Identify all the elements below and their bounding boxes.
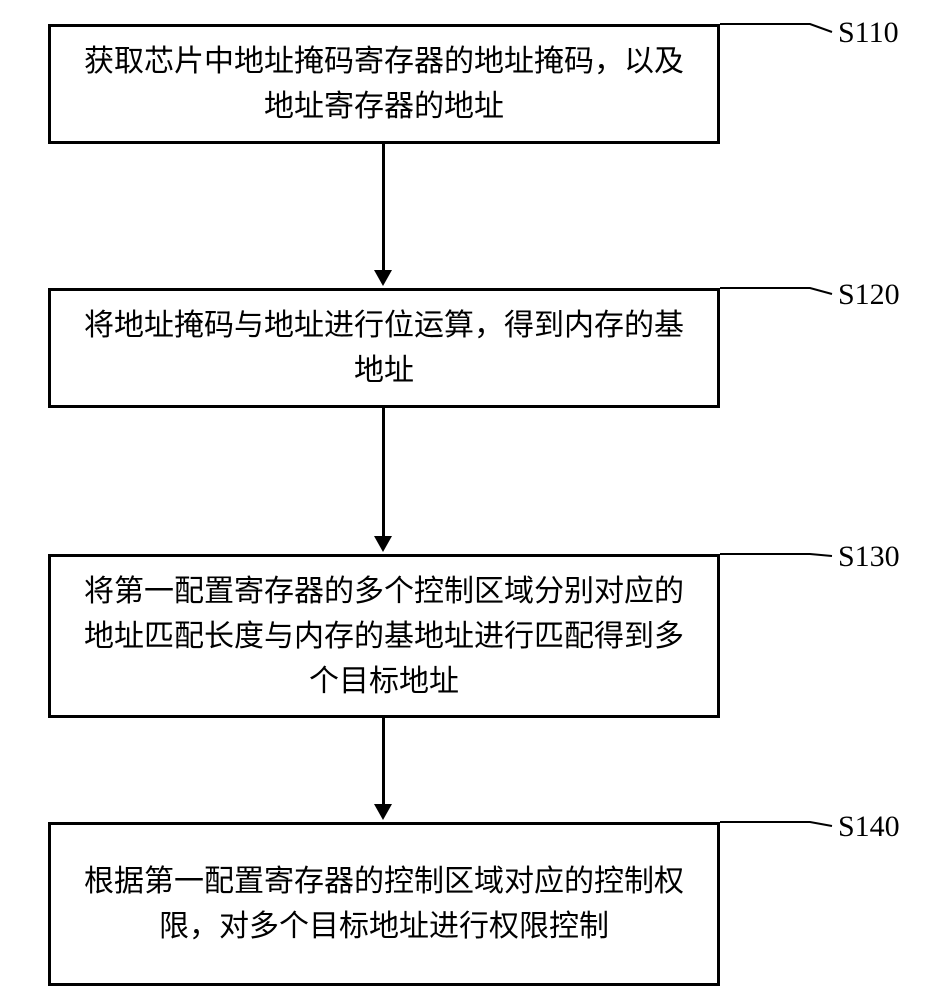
arrow-head-3 (374, 804, 392, 820)
arrow-head-1 (374, 270, 392, 286)
flowchart-container: 获取芯片中地址掩码寄存器的地址掩码，以及地址寄存器的地址 将地址掩码与地址进行位… (0, 0, 934, 1000)
flowchart-box-s140: 根据第一配置寄存器的控制区域对应的控制权限，对多个目标地址进行权限控制 (48, 822, 720, 986)
label-s120: S120 (838, 278, 900, 312)
connector-3 (382, 718, 385, 806)
label-s130: S130 (838, 540, 900, 574)
connector-1 (382, 144, 385, 272)
flowchart-box-s120: 将地址掩码与地址进行位运算，得到内存的基地址 (48, 288, 720, 408)
flowchart-box-s130: 将第一配置寄存器的多个控制区域分别对应的地址匹配长度与内存的基地址进行匹配得到多… (48, 554, 720, 718)
box-text: 根据第一配置寄存器的控制区域对应的控制权限，对多个目标地址进行权限控制 (71, 859, 697, 949)
label-s140: S140 (838, 810, 900, 844)
box-text: 将地址掩码与地址进行位运算，得到内存的基地址 (71, 303, 697, 393)
arrow-head-2 (374, 536, 392, 552)
flowchart-box-s110: 获取芯片中地址掩码寄存器的地址掩码，以及地址寄存器的地址 (48, 24, 720, 144)
box-text: 将第一配置寄存器的多个控制区域分别对应的地址匹配长度与内存的基地址进行匹配得到多… (71, 569, 697, 704)
box-text: 获取芯片中地址掩码寄存器的地址掩码，以及地址寄存器的地址 (71, 39, 697, 129)
connector-2 (382, 408, 385, 538)
label-s110: S110 (838, 16, 899, 50)
